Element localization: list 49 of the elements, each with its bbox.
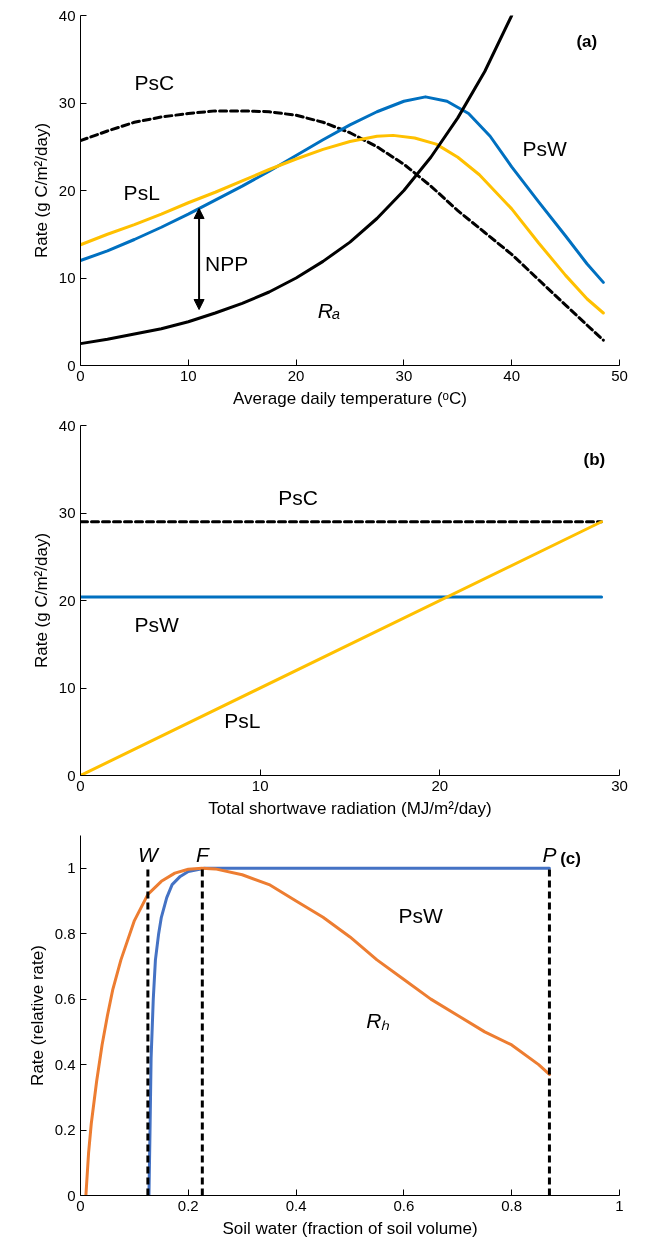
y-tick-label: 30 (58, 504, 76, 521)
x-tick-label: 30 (395, 366, 413, 384)
annotation: (a) (576, 31, 598, 51)
series-label: PsW (522, 136, 567, 160)
series-label: PsW (134, 612, 179, 636)
y-tick-label: 40 (58, 6, 76, 24)
y-tick-label: 40 (58, 416, 76, 434)
series-label: PsL (224, 708, 261, 732)
line-series (80, 95, 605, 284)
annotation: NPP (205, 251, 249, 275)
y-tick-label: 0.2 (54, 1121, 76, 1139)
x-tick-label: 10 (179, 366, 197, 384)
x-tick-label: 0.6 (393, 1196, 415, 1214)
y-axis-title: Rate (relative rate) (27, 945, 47, 1086)
series-label: PsW (398, 904, 444, 928)
x-tick-label: 1 (615, 1196, 624, 1214)
y-axis-title: Rate (g C/m²/day) (31, 532, 51, 669)
series-label: PsC (278, 485, 318, 509)
x-tick-label: 20 (287, 366, 305, 384)
x-axis-title: Average daily temperature (ᵒC) (233, 388, 467, 408)
y-tick-label: 0.4 (54, 1055, 76, 1073)
series-label: Rₐ (317, 298, 341, 322)
annotation: (b) (583, 450, 606, 470)
x-tick-label: 20 (431, 776, 449, 794)
y-tick-label: 1 (67, 859, 76, 877)
x-tick-label: 0.2 (177, 1196, 199, 1214)
x-axis-title: Soil water (fraction of soil volume) (222, 1218, 478, 1238)
x-tick-label: 10 (251, 776, 269, 794)
series-label: Rₕ (366, 1008, 391, 1032)
x-tick-label: 30 (611, 776, 628, 794)
x-axis-title: Total shortwave radiation (MJ/m²/day) (208, 798, 492, 818)
series-label: PsC (134, 71, 175, 95)
ref-line-label: W (137, 843, 160, 867)
series-label: PsL (123, 180, 160, 204)
y-tick-label: 20 (58, 181, 76, 199)
y-tick-label: 20 (58, 591, 76, 609)
annotation: (c) (560, 849, 581, 869)
y-tick-label: 0.6 (54, 990, 76, 1008)
x-tick-label: 40 (503, 366, 521, 384)
x-tick-label: 50 (611, 366, 628, 384)
x-tick-label: 0.4 (285, 1196, 307, 1214)
y-tick-label: 0.8 (54, 924, 76, 942)
x-tick-label: 0.8 (501, 1196, 523, 1214)
y-tick-label: 10 (58, 679, 76, 696)
y-tick-label: 10 (58, 269, 76, 286)
ref-line-label: F (195, 843, 210, 867)
y-axis-title: Rate (g C/m²/day) (31, 122, 51, 259)
ref-line-label: P (542, 843, 557, 867)
y-tick-label: 30 (58, 94, 76, 111)
